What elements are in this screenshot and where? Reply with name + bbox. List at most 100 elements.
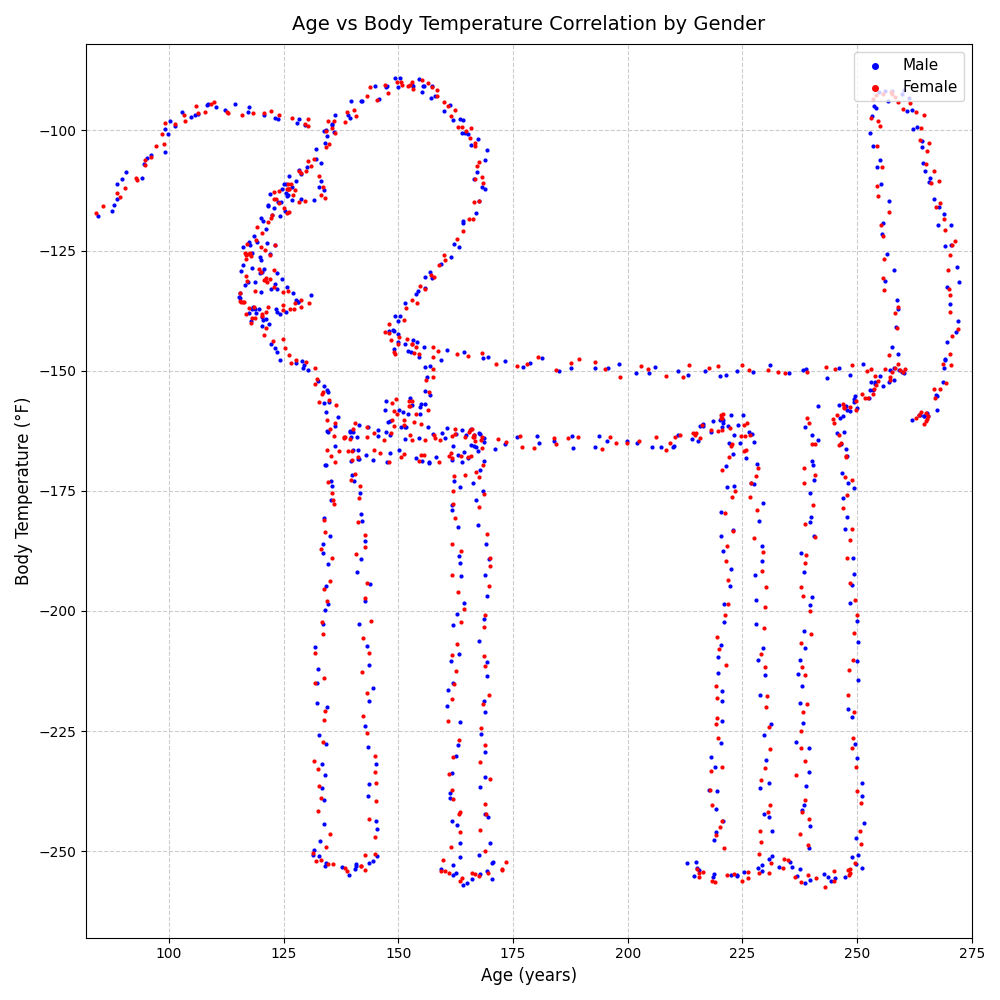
Male	[806, 528, 822, 544]
Male	[316, 792, 332, 808]
Male	[255, 213, 271, 229]
Male	[326, 124, 342, 140]
Female	[359, 725, 375, 741]
Female	[328, 397, 344, 413]
Female	[648, 429, 664, 445]
Female	[317, 190, 333, 206]
Female	[753, 834, 769, 850]
Female	[247, 310, 263, 326]
Male	[444, 452, 460, 468]
Female	[640, 361, 656, 377]
Male	[915, 155, 931, 171]
Female	[869, 178, 885, 194]
Male	[199, 97, 215, 113]
Female	[761, 865, 777, 881]
Female	[276, 200, 292, 216]
Male	[290, 294, 306, 310]
Female	[829, 407, 845, 423]
Female	[245, 105, 261, 121]
Female	[875, 86, 891, 102]
Female	[256, 105, 272, 121]
Male	[874, 226, 890, 242]
Female	[413, 447, 429, 463]
Female	[350, 514, 366, 530]
Male	[706, 866, 722, 882]
Male	[476, 453, 492, 469]
Male	[846, 566, 862, 582]
Male	[904, 412, 920, 428]
Female	[715, 406, 731, 422]
Male	[118, 164, 134, 180]
Female	[797, 516, 813, 532]
Male	[797, 875, 813, 891]
Female	[548, 362, 564, 378]
Female	[271, 183, 287, 199]
Female	[801, 811, 817, 827]
Male	[306, 192, 322, 208]
Female	[303, 158, 319, 174]
Male	[297, 117, 313, 133]
Male	[353, 506, 369, 522]
Male	[881, 193, 897, 209]
Male	[889, 292, 905, 308]
Male	[319, 382, 335, 398]
Female	[471, 469, 487, 485]
Male	[949, 259, 965, 275]
Female	[431, 454, 447, 470]
Female	[757, 599, 773, 615]
Female	[307, 675, 323, 691]
Female	[450, 584, 466, 600]
Male	[308, 151, 324, 167]
Male	[360, 739, 376, 755]
Male	[788, 734, 804, 750]
Female	[727, 483, 743, 499]
Female	[842, 399, 858, 415]
Male	[470, 131, 486, 147]
Female	[425, 361, 441, 377]
Male	[849, 400, 865, 416]
Female	[154, 126, 170, 142]
Female	[425, 349, 441, 365]
Male	[167, 118, 183, 134]
Male	[157, 121, 173, 137]
Male	[754, 857, 770, 873]
Female	[688, 425, 704, 441]
Female	[381, 454, 397, 470]
Female	[275, 284, 291, 300]
Female	[800, 837, 816, 853]
Female	[368, 775, 384, 791]
Male	[930, 217, 946, 233]
Male	[460, 126, 476, 142]
Male	[449, 606, 465, 622]
Female	[315, 384, 331, 400]
Female	[853, 836, 869, 852]
Female	[870, 113, 886, 129]
Male	[291, 162, 307, 178]
Male	[319, 128, 335, 144]
Male	[757, 667, 773, 683]
Male	[816, 866, 832, 882]
Male	[360, 419, 376, 435]
Male	[134, 170, 150, 186]
Male	[716, 614, 732, 630]
Male	[475, 483, 491, 499]
Male	[235, 239, 251, 255]
Female	[239, 236, 255, 252]
Male	[653, 439, 669, 455]
Female	[443, 445, 459, 461]
Male	[139, 150, 155, 166]
Female	[197, 104, 213, 120]
Female	[420, 402, 436, 418]
Female	[389, 74, 405, 90]
Male	[691, 862, 707, 878]
Female	[519, 356, 535, 372]
Female	[827, 361, 843, 377]
Female	[602, 429, 618, 445]
Male	[713, 504, 729, 520]
Female	[320, 113, 336, 129]
Female	[386, 403, 402, 419]
Male	[901, 90, 917, 106]
Female	[447, 510, 463, 526]
Male	[365, 680, 381, 696]
Female	[340, 443, 356, 459]
